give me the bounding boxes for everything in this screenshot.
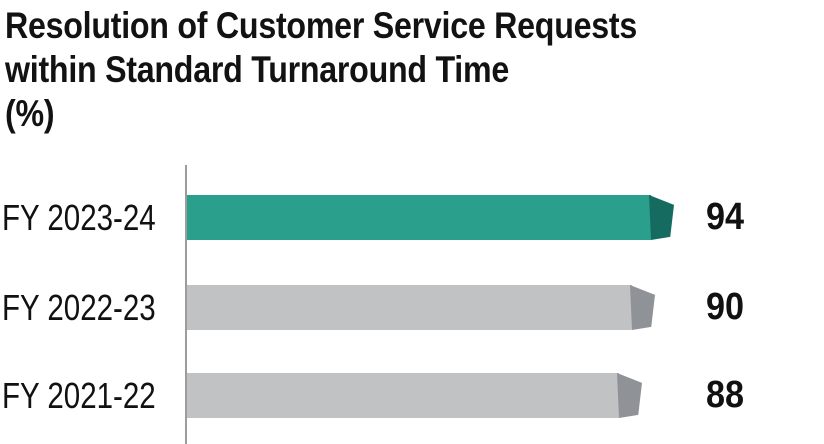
bar-end-cap-fy-2021-22 bbox=[617, 373, 642, 418]
category-label-fy-2022-23: FY 2022-23 bbox=[2, 287, 156, 328]
bar-row-fy-2022-23: FY 2022-23 90 bbox=[0, 285, 824, 330]
category-label-fy-2021-22: FY 2021-22 bbox=[2, 375, 156, 416]
bar-end-cap-fy-2022-23 bbox=[630, 285, 655, 330]
value-label-fy-2022-23: 90 bbox=[706, 286, 745, 328]
chart-title: Resolution of Customer Service Requests … bbox=[5, 5, 637, 134]
bar-end-cap-fy-2023-24 bbox=[649, 195, 674, 240]
value-label-fy-2023-24: 94 bbox=[706, 196, 745, 238]
value-label-fy-2021-22: 88 bbox=[706, 374, 745, 416]
bar-fy-2022-23 bbox=[187, 285, 655, 330]
category-label-fy-2023-24: FY 2023-24 bbox=[2, 197, 156, 238]
bar-row-fy-2023-24: FY 2023-24 94 bbox=[0, 195, 824, 240]
y-axis-baseline bbox=[185, 165, 187, 444]
bar-fy-2021-22 bbox=[187, 373, 642, 418]
bar-row-fy-2021-22: FY 2021-22 88 bbox=[0, 373, 824, 418]
bar-fy-2023-24 bbox=[187, 195, 674, 240]
